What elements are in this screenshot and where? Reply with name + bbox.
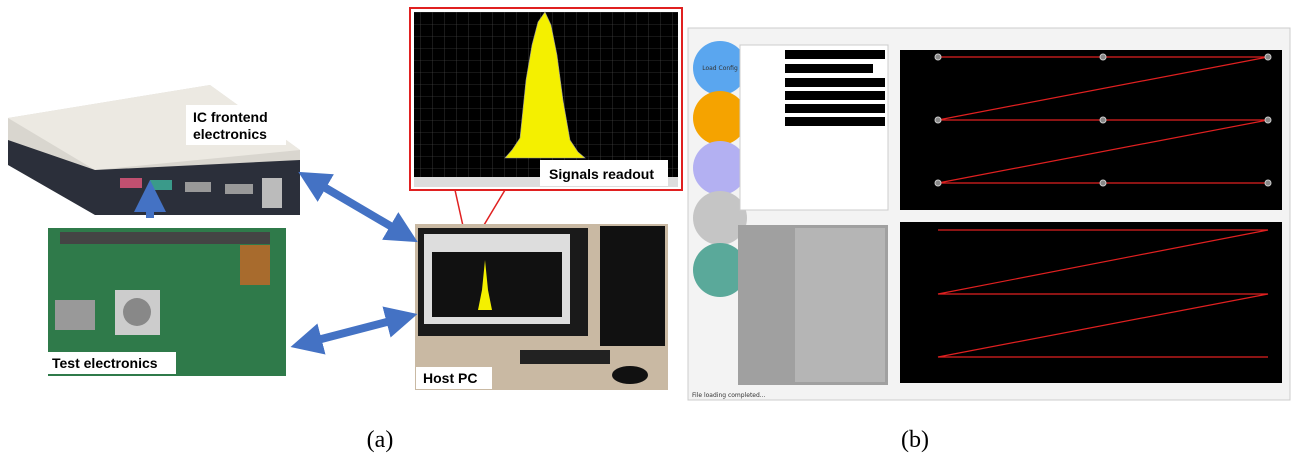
board-label: Test electronics	[52, 355, 158, 371]
device-photo	[8, 85, 300, 215]
button-label[interactable]: Load Config	[702, 65, 738, 72]
status-bar: File loading completed...	[692, 392, 766, 399]
software-window	[688, 28, 1290, 400]
arrow	[306, 318, 402, 343]
figure: IC frontendelectronics Test electronics …	[0, 0, 1295, 460]
label-line: IC frontend	[193, 109, 268, 125]
caption: (b)	[901, 427, 929, 453]
label-line: electronics	[193, 126, 267, 142]
readout-label: Signals readout	[549, 166, 654, 182]
arrow	[312, 180, 404, 234]
caption: (a)	[367, 427, 394, 453]
pc-photo	[415, 224, 668, 390]
pc-label: Host PC	[423, 370, 477, 386]
